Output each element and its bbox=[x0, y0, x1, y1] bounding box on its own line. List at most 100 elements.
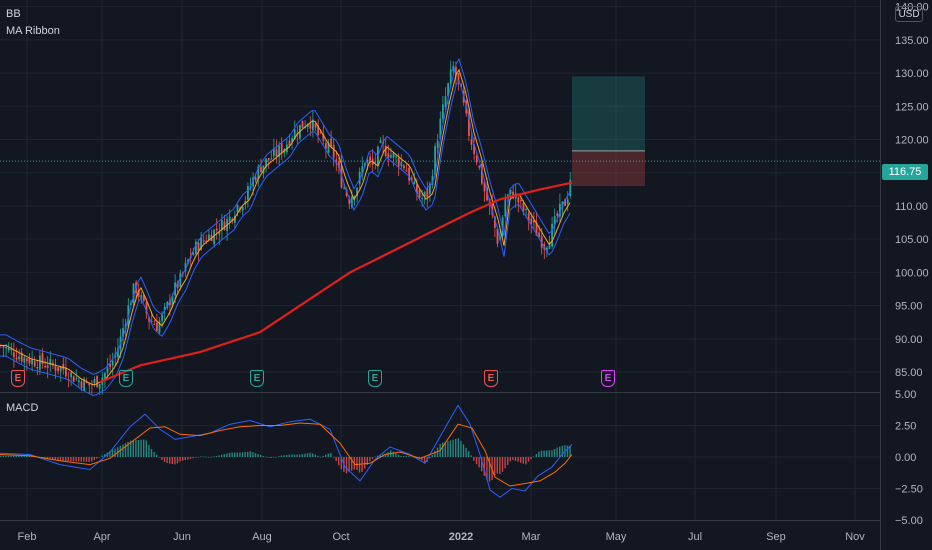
macd-histogram-bar bbox=[275, 456, 277, 458]
earnings-marker[interactable]: E bbox=[119, 370, 133, 387]
loss-zone[interactable] bbox=[572, 150, 645, 187]
candle-body bbox=[270, 158, 273, 160]
macd-histogram-bar bbox=[483, 457, 485, 476]
macd-line bbox=[0, 404, 573, 498]
macd-histogram-bar bbox=[88, 457, 90, 462]
macd-histogram-bar bbox=[213, 456, 215, 457]
candle-body bbox=[163, 306, 166, 310]
candle-body bbox=[72, 376, 75, 382]
candle-body bbox=[478, 165, 481, 168]
profit-zone[interactable] bbox=[572, 76, 645, 151]
candle-body bbox=[98, 383, 101, 389]
price-axis[interactable]: 140.00135.00130.00125.00120.00115.00110.… bbox=[895, 2, 929, 527]
macd-histogram-bar bbox=[101, 455, 103, 457]
symbol-label[interactable]: BB bbox=[6, 8, 21, 20]
candle-body bbox=[556, 213, 559, 217]
macd-histogram-bar bbox=[566, 445, 569, 457]
candle-body bbox=[70, 372, 72, 378]
candle-body bbox=[241, 206, 244, 211]
earnings-marker[interactable]: E bbox=[368, 370, 382, 387]
candle-body bbox=[470, 139, 473, 145]
indicator-label[interactable]: MA Ribbon bbox=[6, 25, 60, 37]
macd-histogram-bar bbox=[46, 457, 49, 459]
macd-histogram-bar bbox=[338, 457, 340, 466]
candle-body bbox=[28, 358, 31, 364]
candle-body bbox=[530, 218, 533, 224]
candle-body bbox=[449, 69, 452, 85]
macd-histogram-bar bbox=[140, 439, 142, 457]
candle-body bbox=[317, 125, 319, 135]
macd-histogram-bar bbox=[252, 452, 254, 457]
candle-body bbox=[421, 198, 423, 200]
candle-body bbox=[223, 221, 226, 230]
macd-histogram-bar bbox=[163, 457, 166, 462]
macd-tick-label: 5.00 bbox=[895, 389, 916, 401]
macd-histogram-bar bbox=[278, 456, 280, 457]
earnings-marker[interactable]: E bbox=[11, 370, 25, 387]
candle-body bbox=[26, 358, 28, 362]
candle-body bbox=[431, 175, 434, 185]
price-tick-label: 135.00 bbox=[895, 35, 929, 47]
candle-body bbox=[148, 316, 150, 322]
candle-body bbox=[494, 216, 496, 228]
macd-histogram-bar bbox=[535, 454, 537, 457]
candle-body bbox=[202, 240, 205, 242]
macd-histogram-bar bbox=[314, 454, 316, 457]
candle-body bbox=[322, 133, 325, 141]
candle-body bbox=[236, 205, 239, 213]
position-box[interactable] bbox=[572, 76, 645, 187]
candle-body bbox=[83, 378, 85, 391]
macd-histogram-bar bbox=[465, 447, 467, 457]
candle-body bbox=[481, 164, 483, 184]
candle-body bbox=[109, 363, 111, 368]
macd-histogram-bar bbox=[70, 457, 72, 462]
macd-histogram-bar bbox=[478, 457, 480, 468]
candle-body bbox=[413, 181, 416, 185]
macd-histogram-bar bbox=[447, 441, 449, 457]
macd-histogram-bar bbox=[468, 451, 470, 457]
candle-body bbox=[31, 358, 33, 365]
macd-histogram-bar bbox=[124, 443, 127, 457]
macd-histogram-bar bbox=[169, 457, 171, 464]
macd-histogram-bar bbox=[265, 456, 267, 458]
candle-body bbox=[496, 228, 499, 244]
candle-body bbox=[314, 123, 317, 128]
macd-tick-label: 2.50 bbox=[895, 421, 916, 433]
macd-histogram-bar bbox=[496, 457, 498, 474]
candle-body bbox=[517, 197, 520, 203]
macd-histogram-bar bbox=[379, 455, 381, 457]
macd-histogram-bar bbox=[192, 457, 194, 459]
candle-body bbox=[176, 281, 179, 288]
macd-histogram-bar bbox=[442, 442, 444, 457]
candle-body bbox=[23, 357, 26, 363]
currency-button[interactable]: USD bbox=[895, 6, 923, 22]
price-tick-label: 90.00 bbox=[895, 334, 923, 346]
macd-histogram-bar bbox=[98, 457, 101, 458]
macd-histogram-bar bbox=[470, 455, 472, 457]
candle-body bbox=[234, 215, 236, 223]
candle-body bbox=[390, 154, 392, 158]
time-axis[interactable]: Feb Apr Jun Aug Oct 2022 Mar May Jul Sep Nov bbox=[18, 531, 866, 543]
macd-histogram-bar bbox=[340, 457, 342, 469]
candle-body bbox=[377, 146, 379, 166]
candle-body bbox=[455, 66, 457, 77]
macd-histogram-bar bbox=[538, 451, 540, 457]
price-tick-label: 140.00 bbox=[895, 2, 929, 14]
candle-body bbox=[332, 144, 335, 158]
macd-histogram-bar bbox=[293, 454, 296, 457]
candle-body bbox=[301, 120, 304, 128]
macd-histogram-bar bbox=[215, 455, 218, 457]
earnings-marker[interactable]: E bbox=[484, 370, 498, 387]
macd-histogram-bar bbox=[522, 457, 524, 464]
candle-body bbox=[361, 166, 364, 175]
earnings-marker[interactable]: E bbox=[250, 370, 264, 387]
candle-body bbox=[416, 184, 418, 194]
ma-ribbon-line bbox=[0, 68, 571, 386]
earnings-marker[interactable]: E bbox=[601, 370, 615, 387]
candle-body bbox=[187, 259, 189, 264]
candle-body bbox=[49, 359, 52, 366]
macd-label[interactable]: MACD bbox=[6, 402, 39, 414]
macd-histogram-bar bbox=[332, 457, 335, 458]
macd-histogram-bar bbox=[286, 454, 288, 457]
